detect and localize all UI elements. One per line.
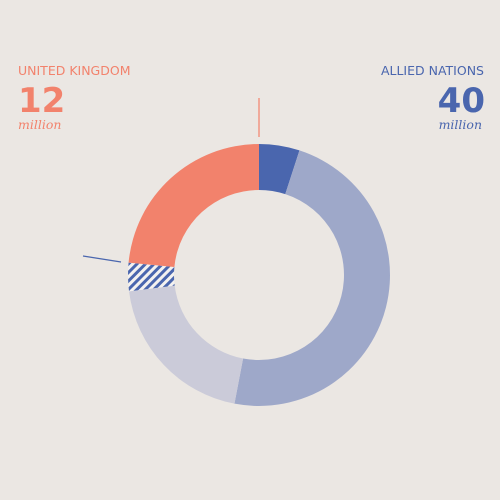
leader-line <box>82 255 122 263</box>
donut-segment <box>127 262 175 292</box>
donut-segment <box>128 144 259 268</box>
donut-segment <box>234 150 391 406</box>
donut <box>127 144 391 406</box>
donut-segment <box>259 144 300 195</box>
annotation-value: 40 <box>438 81 485 121</box>
annotation-label: ALLIED NATIONS <box>381 63 484 78</box>
annotation-label: UNITED KINGDOM <box>18 63 131 78</box>
annotation-unit: million <box>439 117 482 132</box>
donut-segment <box>129 285 244 404</box>
annotation-unit: million <box>18 117 61 132</box>
annotation-value: 12 <box>18 81 65 121</box>
